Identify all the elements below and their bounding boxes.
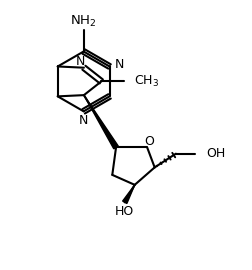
- Text: N: N: [79, 114, 88, 127]
- Polygon shape: [123, 185, 135, 204]
- Text: OH: OH: [206, 147, 225, 160]
- Text: HO: HO: [115, 204, 134, 218]
- Text: N: N: [115, 58, 124, 71]
- Text: O: O: [145, 135, 155, 148]
- Text: CH$_3$: CH$_3$: [134, 74, 159, 89]
- Text: NH$_2$: NH$_2$: [70, 14, 97, 29]
- Polygon shape: [84, 95, 118, 149]
- Text: N: N: [76, 55, 85, 68]
